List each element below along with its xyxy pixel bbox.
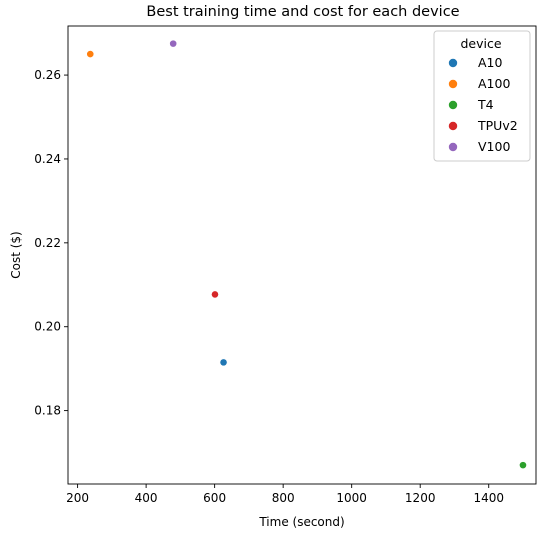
- legend-marker-a100: [448, 79, 458, 89]
- legend: device A10 A100 T4 TPUv2 V100: [433, 30, 531, 162]
- x-tick-label: 800: [272, 491, 295, 505]
- y-tick-label: 0.20: [34, 320, 61, 334]
- x-tick-label: 1000: [336, 491, 367, 505]
- chart-title: Best training time and cost for each dev…: [146, 4, 459, 20]
- y-tick-label: 0.26: [34, 68, 61, 82]
- legend-box: [433, 30, 531, 162]
- legend-label-tpuv2: TPUv2: [477, 118, 518, 133]
- x-tick-label: 600: [203, 491, 226, 505]
- legend-label-a100: A100: [478, 76, 510, 91]
- x-tick-label: 1400: [473, 491, 504, 505]
- legend-marker-v100: [448, 142, 458, 152]
- y-tick-label: 0.18: [34, 404, 61, 418]
- legend-entries: A10 A100 T4 TPUv2 V100: [448, 55, 518, 154]
- plot-frame: [67, 25, 537, 485]
- x-tick-label: 200: [66, 491, 89, 505]
- y-axis: 0.18 0.20 0.22 0.24 0.26: [34, 68, 68, 418]
- legend-label-t4: T4: [477, 97, 494, 112]
- data-point-a10: [219, 358, 228, 367]
- x-tick-label: 400: [135, 491, 158, 505]
- y-tick-label: 0.24: [34, 152, 61, 166]
- x-tick-label: 1200: [405, 491, 436, 505]
- data-point-a100: [86, 50, 95, 59]
- x-axis-title: Time (second): [258, 515, 344, 529]
- data-point-v100: [169, 39, 178, 48]
- legend-title: device: [460, 36, 501, 51]
- legend-label-v100: V100: [478, 139, 510, 154]
- data-point-t4: [519, 461, 527, 470]
- y-tick-label: 0.22: [34, 236, 61, 250]
- y-axis-title: Cost ($): [9, 231, 23, 279]
- x-axis: 200 400 600 800 1000 1200 1400: [66, 484, 504, 505]
- legend-label-a10: A10: [478, 55, 503, 70]
- data-point-tpuv2: [211, 290, 219, 299]
- plot-area: [86, 39, 527, 470]
- legend-marker-a10: [448, 58, 458, 68]
- legend-marker-t4: [448, 100, 458, 110]
- legend-marker-tpuv2: [448, 121, 458, 131]
